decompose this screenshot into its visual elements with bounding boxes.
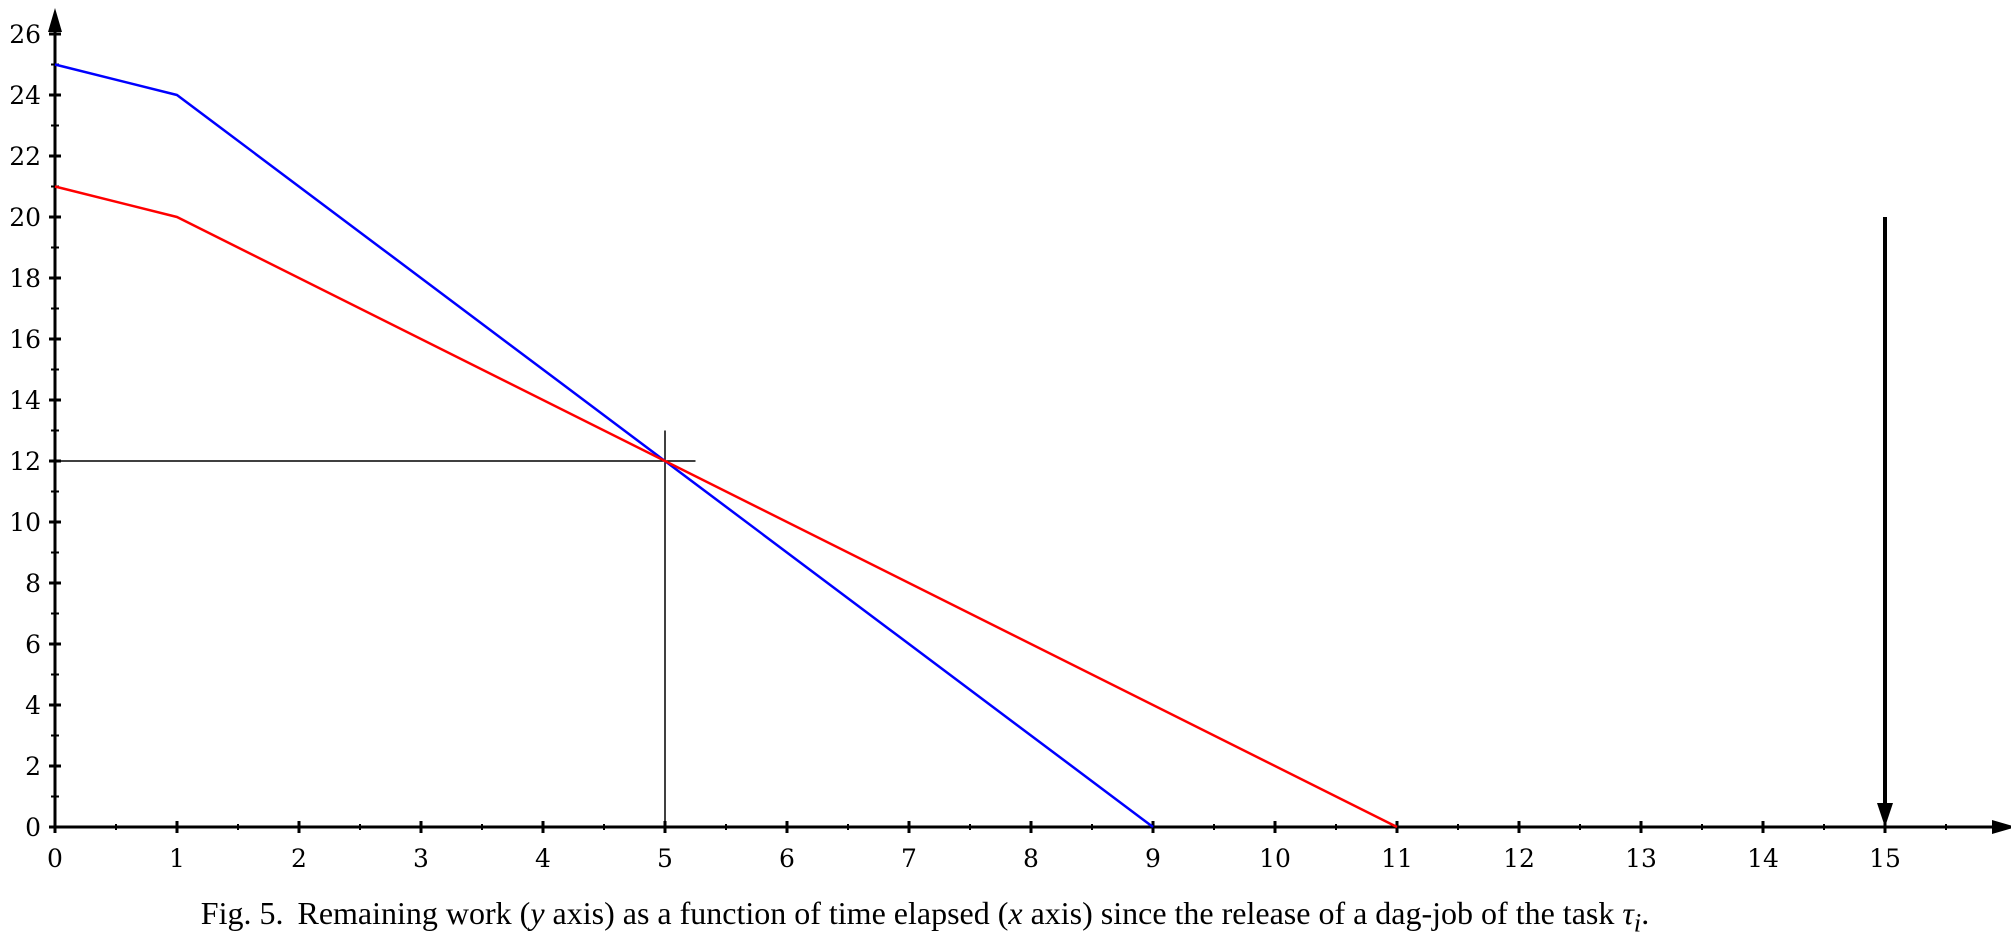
deadline-arrowhead [1877,803,1893,827]
x-tick-label: 7 [901,844,917,873]
caption-var-x: x [1008,895,1023,931]
y-tick-label: 24 [9,81,41,110]
x-tick-label: 8 [1023,844,1039,873]
y-tick-label: 8 [25,569,41,598]
y-tick-label: 18 [9,264,41,293]
y-tick-label: 4 [25,691,41,720]
x-tick-label: 4 [535,844,551,873]
caption-text-1: Remaining work ( [297,895,531,931]
x-tick-label: 6 [779,844,795,873]
series-line-1 [54,63,1154,828]
x-tick-label: 2 [291,844,307,873]
x-tick-label: 13 [1625,844,1657,873]
x-tick-label: 9 [1145,844,1161,873]
caption-var-tau-sub: i [1633,907,1642,938]
caption-var-y: y [530,895,545,931]
caption-text-4: . [1641,895,1650,931]
y-tick-label: 26 [9,20,41,49]
series-line-2 [54,185,1398,829]
series [54,63,1398,829]
y-axis-arrowhead [48,8,62,32]
x-tick-label: 0 [47,844,63,873]
caption-var-tau: τ [1622,895,1634,931]
x-tick-label: 14 [1747,844,1779,873]
chart: 0 1 2 3 4 5 6 7 8 9 10 11 12 13 14 15024681012141618202… [9,8,2011,873]
y-tick-label: 16 [9,325,41,354]
x-tick-label: 11 [1381,844,1413,873]
x-tick-label: 1 [169,844,185,873]
y-tick-label: 2 [25,752,41,781]
x-tick-label: 12 [1503,844,1535,873]
caption-label: Fig. 5. [200,895,284,931]
axes [48,8,2011,834]
caption-text-2: axis) as a function of time elapsed ( [544,895,1009,931]
x-tick-label: 3 [413,844,429,873]
caption-text-3: axis) since the release of a dag-job of … [1022,895,1623,931]
annotations [55,217,1893,827]
x-tick-label: 10 [1259,844,1291,873]
y-tick-label: 14 [9,386,41,415]
ticks: 0 1 2 3 4 5 6 7 8 9 10 11 12 13 14 15024681012141618202… [9,20,1947,873]
x-tick-label: 15 [1869,844,1901,873]
y-tick-label: 22 [9,142,41,171]
y-tick-label: 12 [9,447,41,476]
figure-caption: Fig. 5. Remaining work (y axis) as a func… [0,895,1850,938]
y-tick-label: 0 [25,813,41,842]
y-tick-label: 10 [9,508,41,537]
x-axis-arrowhead [1992,820,2011,834]
y-tick-label: 6 [25,630,41,659]
x-tick-label: 5 [657,844,673,873]
y-tick-label: 20 [9,203,41,232]
